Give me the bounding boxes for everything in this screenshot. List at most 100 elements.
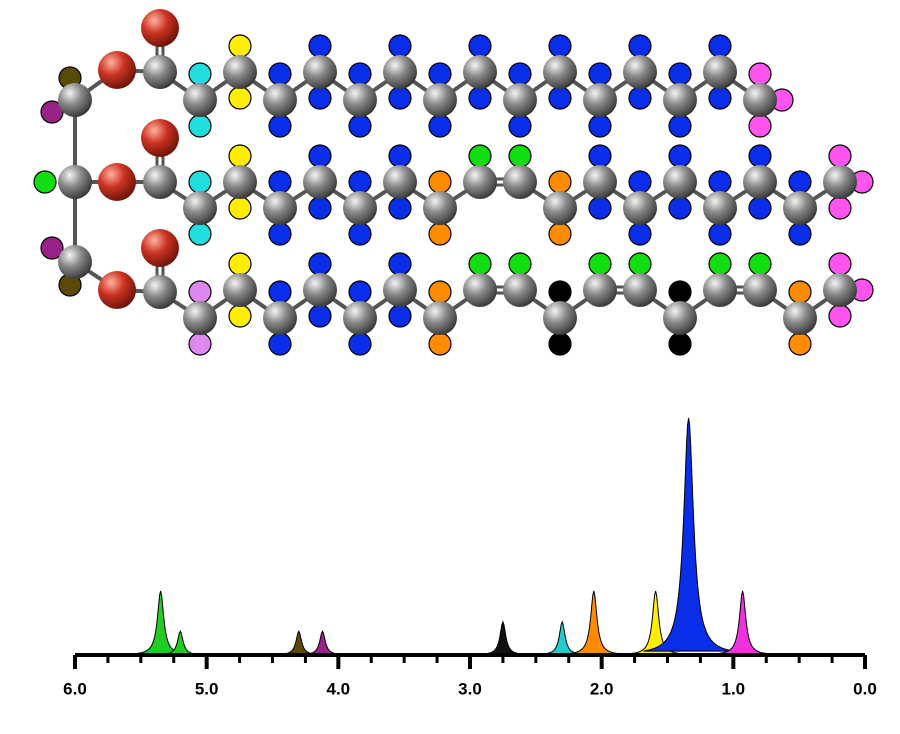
hydrogen — [788, 222, 812, 246]
x-tick-label: 6.0 — [63, 679, 87, 698]
carbon — [223, 273, 257, 307]
carbon — [783, 301, 817, 335]
hydrogen — [308, 196, 332, 220]
oxygen — [98, 271, 136, 309]
hydrogen — [548, 222, 572, 246]
hydrogen — [708, 252, 732, 276]
hydrogen — [668, 144, 692, 168]
hydrogen — [588, 196, 612, 220]
hydrogen — [388, 252, 412, 276]
hydrogen — [428, 222, 452, 246]
carbon — [743, 273, 777, 307]
hydrogen — [588, 62, 612, 86]
carbon — [743, 83, 777, 117]
hydrogen — [33, 170, 57, 194]
hydrogen — [268, 170, 292, 194]
spectrum: 6.0 5.0 4.0 3.0 2.0 1.0 0.0 — [63, 417, 877, 698]
hydrogen — [668, 62, 692, 86]
carbon — [543, 191, 577, 225]
hydrogen — [668, 280, 692, 304]
hydrogen — [428, 62, 452, 86]
hydrogen — [588, 114, 612, 138]
hydrogen — [188, 222, 212, 246]
hydrogen — [268, 222, 292, 246]
hydrogen — [668, 332, 692, 356]
hydrogen — [468, 34, 492, 58]
hydrogen — [828, 196, 852, 220]
hydrogen — [748, 196, 772, 220]
carbon — [343, 301, 377, 335]
hydrogen — [588, 144, 612, 168]
hydrogen — [228, 252, 252, 276]
hydrogen — [788, 280, 812, 304]
carbon — [503, 83, 537, 117]
hydrogen — [268, 114, 292, 138]
hydrogen — [268, 332, 292, 356]
molecule — [33, 9, 874, 356]
carbon — [303, 273, 337, 307]
hydrogen — [548, 280, 572, 304]
peak — [457, 620, 548, 656]
carbon — [503, 273, 537, 307]
carbon — [823, 165, 857, 199]
carbon — [583, 83, 617, 117]
carbon — [463, 165, 497, 199]
carbon — [663, 301, 697, 335]
carbon — [383, 273, 417, 307]
oxygen — [141, 119, 179, 157]
hydrogen — [388, 34, 412, 58]
hydrogen — [508, 114, 532, 138]
carbon — [58, 165, 92, 199]
hydrogen — [188, 170, 212, 194]
carbon — [423, 191, 457, 225]
carbon — [183, 83, 217, 117]
hydrogen — [548, 34, 572, 58]
carbon — [343, 191, 377, 225]
hydrogen — [508, 62, 532, 86]
hydrogen — [428, 332, 452, 356]
hydrogen — [548, 332, 572, 356]
hydrogen — [548, 170, 572, 194]
hydrogen — [308, 252, 332, 276]
carbon — [143, 55, 177, 89]
hydrogen — [228, 196, 252, 220]
hydrogen — [708, 170, 732, 194]
hydrogen — [788, 170, 812, 194]
hydrogen — [468, 86, 492, 110]
hydrogen — [308, 34, 332, 58]
hydrogen — [428, 114, 452, 138]
x-tick-label: 3.0 — [458, 679, 482, 698]
carbon — [623, 191, 657, 225]
oxygen — [141, 9, 179, 47]
carbon — [58, 83, 92, 117]
hydrogen — [828, 304, 852, 328]
carbon — [303, 165, 337, 199]
hydrogen — [508, 252, 532, 276]
carbon — [743, 165, 777, 199]
hydrogen — [748, 144, 772, 168]
hydrogen — [348, 114, 372, 138]
hydrogen — [828, 144, 852, 168]
carbon — [263, 83, 297, 117]
hydrogen — [628, 170, 652, 194]
carbon — [703, 55, 737, 89]
hydrogen — [308, 304, 332, 328]
x-tick-label: 5.0 — [195, 679, 219, 698]
hydrogen — [668, 114, 692, 138]
x-tick-label: 2.0 — [590, 679, 614, 698]
hydrogen — [40, 236, 64, 260]
hydrogen — [668, 196, 692, 220]
hydrogen — [468, 144, 492, 168]
hydrogen — [228, 86, 252, 110]
hydrogen — [828, 252, 852, 276]
carbon — [263, 191, 297, 225]
hydrogen — [428, 170, 452, 194]
peak — [115, 590, 206, 656]
hydrogen — [588, 252, 612, 276]
carbon — [823, 273, 857, 307]
hydrogen — [268, 280, 292, 304]
hydrogen — [188, 62, 212, 86]
peak — [643, 417, 734, 652]
